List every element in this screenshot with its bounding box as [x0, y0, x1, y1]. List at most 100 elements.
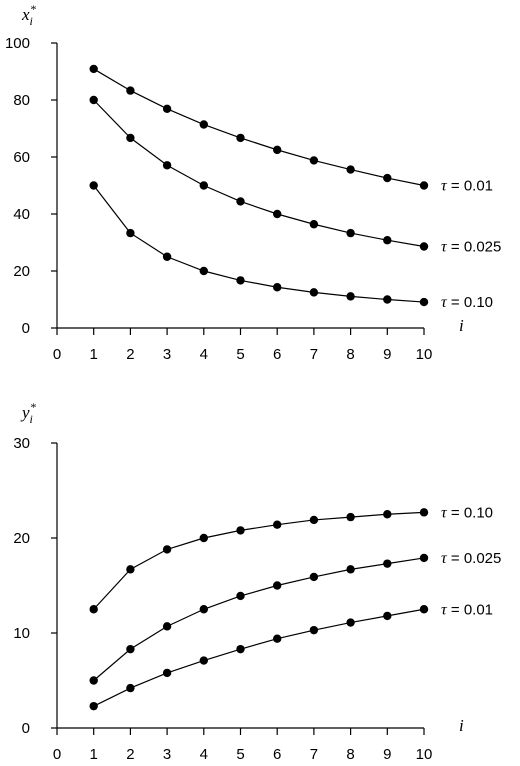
data-point	[419, 508, 429, 517]
data-point	[89, 181, 98, 190]
x-axis-title: i	[459, 716, 464, 735]
data-point	[309, 572, 319, 582]
x-tick-label: 2	[126, 746, 134, 763]
data-point	[346, 512, 355, 522]
data-point	[199, 656, 208, 665]
series-label-tau: τ	[441, 294, 448, 311]
x-tick-label: 10	[416, 746, 433, 763]
data-point	[162, 252, 172, 261]
data-point	[236, 276, 245, 285]
data-point	[383, 510, 392, 519]
y-tick-label: 40	[13, 206, 30, 223]
series-line	[93, 99, 425, 248]
series-label-tau: τ	[441, 601, 448, 618]
x-tick-label: 4	[200, 746, 208, 763]
y-tick-label: 60	[13, 149, 30, 166]
data-point	[346, 228, 355, 238]
data-point	[199, 533, 208, 543]
series-0: τ = 0.10	[89, 504, 493, 614]
data-point	[383, 559, 392, 568]
series-label-value: = 0.01	[447, 601, 493, 618]
data-point	[383, 236, 392, 245]
data-point	[383, 173, 392, 183]
series-label: τ = 0.10	[441, 504, 493, 521]
data-point	[346, 565, 355, 574]
data-point	[309, 156, 319, 165]
series-label-value: = 0.025	[447, 550, 502, 567]
data-point	[236, 591, 245, 601]
x-tick-label: 3	[163, 746, 171, 763]
y-axis-title-sub: i	[30, 412, 33, 426]
data-point	[126, 565, 135, 574]
data-point	[346, 292, 355, 301]
data-point	[346, 618, 355, 627]
data-point	[126, 644, 135, 654]
x-axis-title: i	[459, 316, 464, 335]
y-tick-label: 0	[22, 320, 30, 337]
data-point	[309, 220, 319, 229]
y-axis-title: yi*	[20, 400, 36, 426]
series-label: τ = 0.01	[441, 601, 493, 618]
series-label: τ = 0.025	[441, 238, 501, 255]
x-tick-label: 1	[90, 746, 98, 763]
data-point	[419, 242, 429, 251]
x-tick-label: 6	[273, 346, 281, 363]
y-axis-title-sup: *	[30, 400, 36, 414]
data-point	[162, 622, 172, 631]
y-tick-label: 10	[13, 625, 30, 642]
series-label-value: = 0.10	[447, 294, 493, 311]
data-point	[419, 553, 429, 563]
data-point	[89, 676, 98, 685]
y-axis-title: xi*	[21, 2, 36, 28]
data-point	[89, 64, 98, 74]
series-label-value: = 0.025	[447, 238, 502, 255]
x-tick-label: 8	[346, 746, 354, 763]
y-tick-label: 20	[13, 530, 30, 547]
y-tick-label: 20	[13, 263, 30, 280]
data-point	[419, 297, 429, 307]
y-axis-title-base: y	[20, 403, 30, 422]
series-0: τ = 0.01	[89, 64, 493, 195]
y-tick-label: 30	[13, 435, 30, 452]
data-point	[89, 605, 98, 614]
x-tick-label: 7	[310, 746, 318, 763]
x-tick-label: 0	[53, 746, 61, 763]
data-point	[162, 161, 172, 170]
y-tick-label: 100	[5, 35, 30, 52]
data-point	[126, 133, 135, 143]
series-label-value: = 0.10	[447, 504, 493, 521]
x-tick-label: 7	[310, 346, 318, 363]
x-tick-label: 5	[236, 746, 244, 763]
series-2: τ = 0.10	[89, 181, 493, 311]
data-point	[126, 683, 135, 693]
data-point	[383, 295, 392, 304]
y-axis-title-sup: *	[30, 2, 36, 16]
data-point	[309, 625, 319, 635]
data-point	[419, 605, 429, 614]
series-line	[93, 185, 425, 303]
data-point	[236, 197, 245, 206]
series-label: τ = 0.10	[441, 294, 493, 311]
x-tick-label: 4	[200, 346, 208, 363]
data-point	[162, 668, 172, 678]
series-line	[93, 608, 425, 707]
data-point	[162, 545, 172, 554]
y-axis-title-sub: i	[30, 14, 33, 28]
x-tick-label: 9	[383, 346, 391, 363]
x-tick-label: 9	[383, 746, 391, 763]
series-label-tau: τ	[441, 504, 448, 521]
data-point	[273, 283, 282, 292]
data-point	[89, 95, 98, 105]
data-point	[199, 266, 208, 276]
x-tick-label: 8	[346, 346, 354, 363]
data-point	[309, 515, 319, 525]
series-label: τ = 0.025	[441, 550, 501, 567]
x-tick-label: 1	[90, 346, 98, 363]
data-point	[383, 611, 392, 621]
data-point	[309, 288, 319, 297]
data-point	[273, 209, 282, 219]
series-label: τ = 0.01	[441, 178, 493, 195]
data-point	[126, 228, 135, 238]
y-tick-label: 80	[13, 92, 30, 109]
series-2: τ = 0.01	[89, 601, 493, 711]
